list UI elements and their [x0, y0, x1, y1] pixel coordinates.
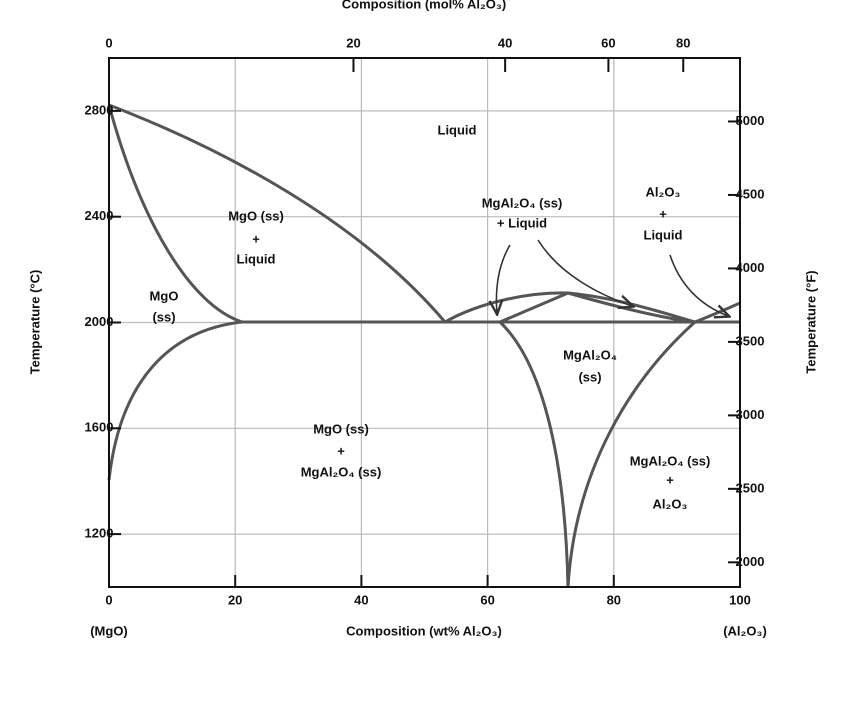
left-end-label: (MgO): [90, 623, 128, 638]
region-label: Al₂O₃: [653, 496, 688, 511]
y-tick-label: 2000: [85, 314, 114, 329]
y2-tick-label: 3500: [736, 333, 765, 348]
right-axis-title: Temperature (°F): [803, 270, 818, 373]
region-label: +: [666, 472, 674, 487]
x-tick-label: 40: [354, 592, 368, 607]
y-tick-label: 2800: [85, 102, 114, 117]
region-label: +: [337, 443, 345, 458]
bottom-axis-title: Composition (wt% Al₂O₃): [346, 623, 502, 638]
solidus-mgo: [107, 104, 243, 324]
region-label: Liquid: [438, 122, 477, 137]
solvus-spinel-left: [498, 320, 570, 588]
region-label: (ss): [578, 369, 601, 384]
liquidus-mgo: [108, 103, 447, 323]
y2-tick-label: 2500: [736, 480, 765, 495]
right-end-label: (Al₂O₃): [723, 623, 767, 638]
liquidus-alumina: [694, 301, 741, 324]
region-label: +: [252, 231, 260, 246]
liquidus-spinel: [444, 291, 696, 324]
top-axis-title: Composition (mol% Al₂O₃): [342, 0, 506, 11]
top-tick-label: 20: [346, 35, 360, 50]
top-tick-label: 40: [498, 35, 512, 50]
region-label: MgAl₂O₄ (ss): [301, 464, 382, 479]
phase-boundaries: [107, 103, 741, 588]
region-label: Liquid: [644, 227, 683, 242]
region-label: (ss): [152, 309, 175, 324]
grid: [109, 58, 740, 587]
arrows: [496, 239, 728, 316]
region-label: MgAl₂O₄: [563, 347, 617, 362]
arrow: [537, 239, 632, 306]
region-label: Al₂O₃: [646, 184, 681, 199]
solidus-spinel: [499, 291, 696, 324]
top-tick-label: 80: [676, 35, 690, 50]
x-tick-label: 20: [228, 592, 242, 607]
region-label: + Liquid: [497, 215, 547, 230]
y2-tick-label: 5000: [736, 113, 765, 128]
y2-tick-label: 2000: [736, 554, 765, 569]
y-tick-label: 1200: [85, 526, 114, 541]
y-tick-label: 1600: [85, 420, 114, 435]
region-label: MgO (ss): [228, 208, 284, 223]
y2-tick-label: 4500: [736, 186, 765, 201]
x-tick-label: 60: [480, 592, 494, 607]
y2-tick-label: 3000: [736, 407, 765, 422]
x-tick-label: 100: [729, 592, 751, 607]
solvus-mgo: [107, 320, 243, 481]
y-tick-label: 2400: [85, 208, 114, 223]
solvus-spinel-right: [566, 320, 696, 588]
x-tick-label: 80: [607, 592, 621, 607]
arrow: [669, 254, 728, 316]
region-label: MgAl₂O₄ (ss): [482, 195, 563, 210]
region-label: +: [659, 206, 667, 221]
region-label: MgO: [150, 288, 179, 303]
region-label: MgO (ss): [313, 421, 369, 436]
arrow: [496, 244, 511, 313]
top-tick-label: 0: [105, 35, 112, 50]
x-tick-label: 0: [105, 592, 112, 607]
y2-tick-label: 4000: [736, 260, 765, 275]
top-tick-label: 60: [601, 35, 615, 50]
region-label: Liquid: [237, 251, 276, 266]
left-axis-title: Temperature (°C): [27, 270, 42, 375]
region-label: MgAl₂O₄ (ss): [630, 453, 711, 468]
